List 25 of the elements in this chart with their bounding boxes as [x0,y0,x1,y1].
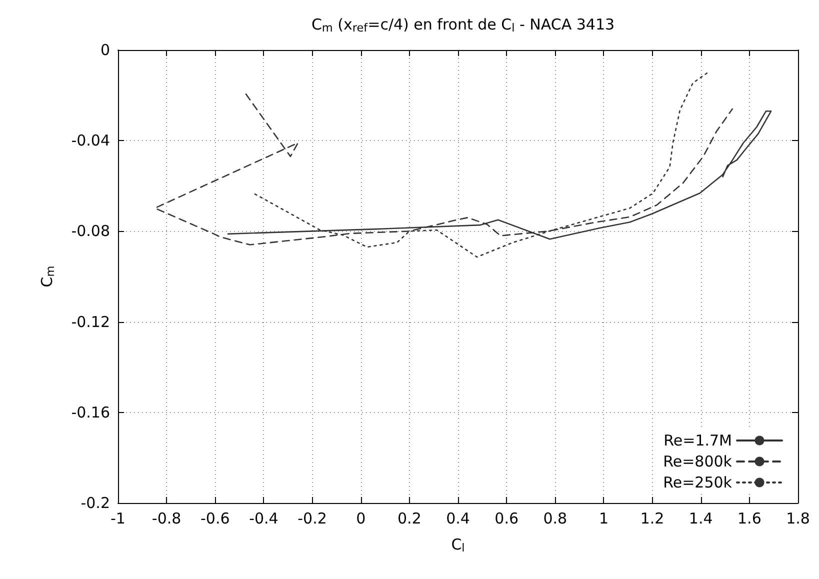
legend-label: Re=800k [663,452,732,470]
x-tick-label: -1 [110,510,126,528]
x-tick-label: 1 [598,510,608,528]
y-axis-title: Cm [38,266,57,288]
x-tick-label: 0.2 [398,510,422,528]
legend-label: Re=250k [663,474,732,492]
x-tick-label: 1.4 [688,510,713,528]
x-tick-label: -0.2 [298,510,327,528]
x-tick-label: 0.4 [446,510,470,528]
legend-label: Re=1.7M [664,432,732,450]
x-tick-label: -0.4 [249,510,278,528]
x-tick-label: 0 [356,510,366,528]
x-tick-label: -0.8 [152,510,182,528]
y-tick-label: -0.2 [80,494,110,512]
x-tick-label: 1.8 [786,510,810,528]
x-tick-label: -0.6 [200,510,230,528]
y-tick-label: -0.08 [71,222,110,240]
y-tick-label: 0 [100,41,110,59]
x-tick-label: 0.8 [543,510,568,528]
y-tick-label: -0.12 [71,312,110,331]
x-tick-label: 1.2 [640,510,664,528]
y-tick-label: -0.16 [71,403,110,422]
x-tick-label: 0.6 [494,510,518,528]
x-tick-label: 1.6 [738,510,762,528]
y-tick-label: -0.04 [71,132,110,150]
